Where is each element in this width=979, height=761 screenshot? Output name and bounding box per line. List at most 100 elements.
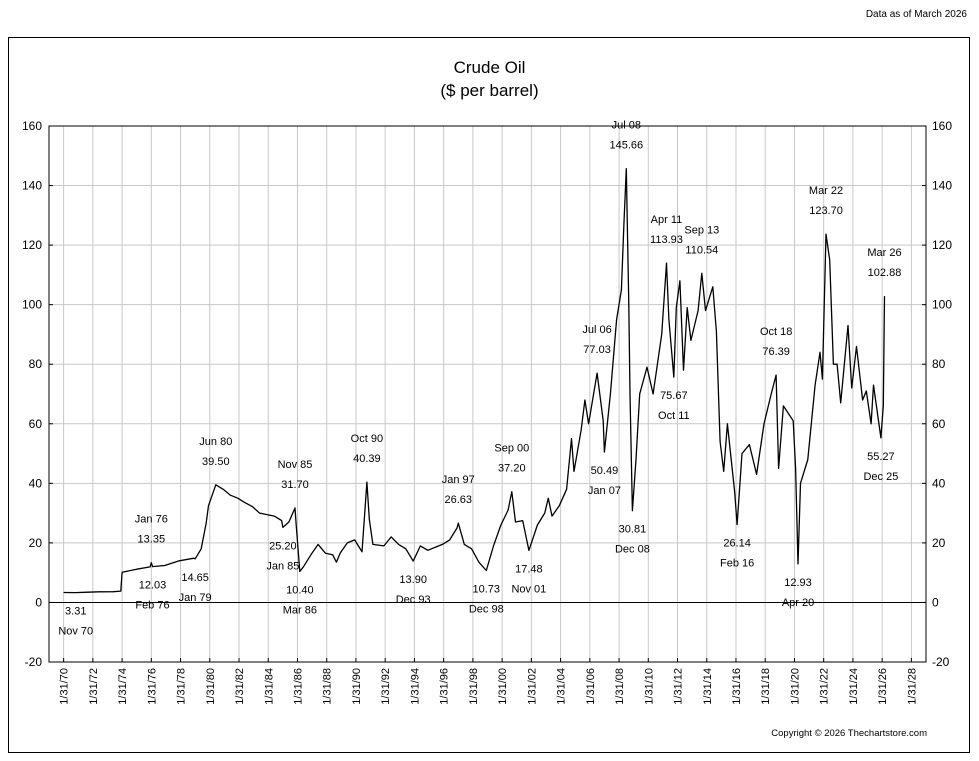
- x-tick-label: 1/31/24: [848, 668, 860, 705]
- peak-value-label: 76.39: [762, 346, 790, 358]
- trough-value-label: 10.73: [472, 583, 500, 595]
- data-as-of-note: Data as of March 2026: [865, 9, 967, 20]
- peak-value-label: 102.88: [868, 267, 902, 279]
- y-tick-label-left: 60: [29, 417, 43, 431]
- x-tick-label: 1/31/08: [614, 668, 626, 705]
- peak-date-label: Mar 22: [809, 185, 843, 197]
- x-tick-label: 1/31/84: [263, 668, 275, 705]
- trough-value-label: 75.67: [660, 390, 688, 402]
- peak-date-label: Apr 11: [651, 214, 683, 226]
- trough-date-label: Oct 11: [658, 410, 690, 422]
- peak-date-label: Jan 76: [135, 514, 168, 526]
- chart-frame: [8, 37, 970, 753]
- peak-value-label: 113.93: [650, 234, 683, 246]
- peak-value-label: 145.66: [609, 140, 643, 152]
- y-tick-label-left: 160: [22, 119, 42, 133]
- trough-date-label: Feb 16: [720, 558, 754, 570]
- y-tick-label-left: 80: [29, 357, 43, 371]
- y-tick-label-right: -20: [932, 655, 950, 669]
- trough-value-label: 55.27: [867, 451, 895, 463]
- copyright-note: Copyright © 2026 Thechartstore.com: [771, 728, 927, 739]
- y-tick-label-left: 140: [22, 179, 42, 193]
- x-tick-label: 1/31/10: [643, 668, 655, 705]
- trough-value-label: 25.20: [269, 540, 297, 552]
- trough-value-label: 14.65: [181, 572, 209, 584]
- x-tick-label: 1/31/72: [88, 668, 100, 705]
- trough-value-label: 12.03: [139, 580, 167, 592]
- trough-date-label: Mar 86: [283, 604, 317, 616]
- x-tick-label: 1/31/96: [439, 668, 451, 705]
- x-tick-label: 1/31/94: [409, 668, 421, 705]
- x-tick-label: 1/31/80: [205, 668, 217, 705]
- peak-value-label: 26.63: [445, 494, 473, 506]
- trough-date-label: Jan 07: [588, 485, 621, 497]
- x-tick-label: 1/31/20: [789, 668, 801, 705]
- x-tick-label: 1/31/86: [292, 668, 304, 705]
- peak-date-label: Oct 18: [760, 326, 792, 338]
- trough-date-label: Nov 70: [58, 626, 93, 638]
- trough-value-label: 13.90: [399, 574, 427, 586]
- trough-value-label: 30.81: [619, 524, 647, 536]
- x-tick-label: 1/31/12: [673, 668, 685, 705]
- trough-value-label: 3.31: [65, 606, 86, 618]
- peak-date-label: Mar 26: [867, 247, 901, 259]
- trough-value-label: 50.49: [591, 465, 619, 477]
- trough-date-label: Dec 25: [863, 471, 898, 483]
- peak-value-label: 40.39: [353, 453, 381, 465]
- peak-date-label: Sep 00: [494, 443, 529, 455]
- x-tick-label: 1/31/06: [585, 668, 597, 705]
- x-tick-label: 1/31/76: [146, 668, 158, 705]
- peak-date-label: Nov 85: [278, 459, 313, 471]
- y-tick-label-left: -20: [25, 655, 43, 669]
- x-tick-label: 1/31/04: [556, 668, 568, 705]
- peak-date-label: Oct 90: [351, 433, 383, 445]
- x-tick-label: 1/31/28: [906, 668, 918, 705]
- peak-value-label: 31.70: [281, 479, 309, 491]
- x-tick-label: 1/31/02: [526, 668, 538, 705]
- peak-value-label: 37.20: [498, 463, 526, 475]
- y-tick-label-left: 40: [29, 476, 43, 490]
- x-tick-label: 1/31/82: [234, 668, 246, 705]
- trough-date-label: Dec 98: [469, 603, 504, 615]
- y-tick-label-right: 0: [932, 595, 939, 609]
- peak-value-label: 77.03: [583, 344, 611, 356]
- x-tick-label: 1/31/14: [702, 668, 714, 705]
- plot-border: [48, 125, 927, 663]
- x-tick-label: 1/31/98: [468, 668, 480, 705]
- x-tick-label: 1/31/00: [497, 668, 509, 705]
- trough-date-label: Apr 20: [782, 597, 814, 609]
- x-tick-label: 1/31/26: [877, 668, 889, 705]
- y-tick-label-right: 20: [932, 536, 946, 550]
- y-tick-label-right: 60: [932, 417, 946, 431]
- trough-value-label: 10.40: [286, 584, 314, 596]
- x-tick-label: 1/31/74: [117, 668, 129, 705]
- peak-value-label: 123.70: [809, 205, 843, 217]
- trough-date-label: Dec 93: [396, 594, 431, 606]
- trough-value-label: 26.14: [723, 538, 751, 550]
- x-tick-label: 1/31/78: [176, 668, 188, 705]
- y-tick-label-right: 120: [932, 238, 952, 252]
- chart-subtitle: ($ per barrel): [440, 81, 539, 100]
- peak-date-label: Jan 97: [442, 474, 475, 486]
- peak-date-label: Jul 06: [582, 324, 611, 336]
- price-series-line: [63, 168, 886, 594]
- trough-date-label: Jan 85: [266, 560, 299, 572]
- peak-date-label: Jul 08: [612, 120, 641, 132]
- x-tick-label: 1/31/90: [351, 668, 363, 705]
- trough-date-label: Feb 76: [135, 600, 169, 612]
- x-tick-label: 1/31/92: [380, 668, 392, 705]
- peak-date-label: Sep 13: [684, 224, 719, 236]
- peak-value-label: 110.54: [685, 244, 718, 256]
- trough-date-label: Dec 08: [615, 544, 650, 556]
- y-tick-label-left: 120: [22, 238, 42, 252]
- y-tick-label-left: 100: [22, 298, 42, 312]
- peak-value-label: 39.50: [202, 456, 230, 468]
- y-tick-label-right: 160: [932, 119, 952, 133]
- trough-date-label: Nov 01: [511, 583, 546, 595]
- x-tick-label: 1/31/22: [819, 668, 831, 705]
- trough-value-label: 17.48: [515, 563, 543, 575]
- x-tick-label: 1/31/88: [322, 668, 334, 705]
- x-tick-label: 1/31/16: [731, 668, 743, 705]
- y-tick-label-right: 140: [932, 179, 952, 193]
